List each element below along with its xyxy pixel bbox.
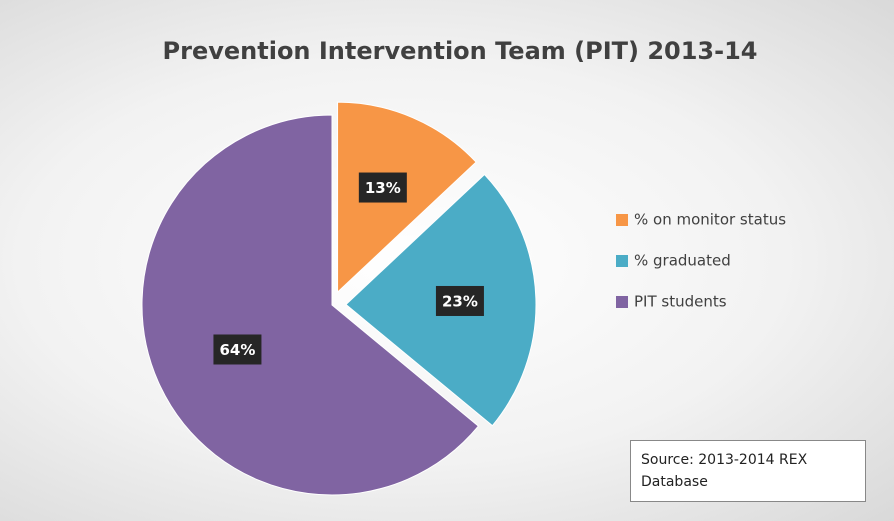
- legend-swatch: [616, 255, 628, 267]
- data-label: 13%: [365, 179, 401, 197]
- legend-label: % on monitor status: [634, 211, 786, 229]
- data-label-box: [435, 285, 484, 316]
- source-note: Source: 2013-2014 REX Database: [630, 440, 866, 502]
- data-label: 64%: [219, 341, 255, 359]
- legend-swatch: [616, 296, 628, 308]
- legend-label: PIT students: [634, 293, 727, 311]
- legend-swatch: [616, 214, 628, 226]
- chart-title: Prevention Intervention Team (PIT) 2013-…: [163, 37, 758, 65]
- data-label-box: [213, 334, 262, 365]
- data-label: 23%: [442, 292, 478, 310]
- data-label-box: [358, 172, 407, 203]
- legend-label: % graduated: [634, 252, 731, 270]
- pie-slice: [141, 114, 480, 496]
